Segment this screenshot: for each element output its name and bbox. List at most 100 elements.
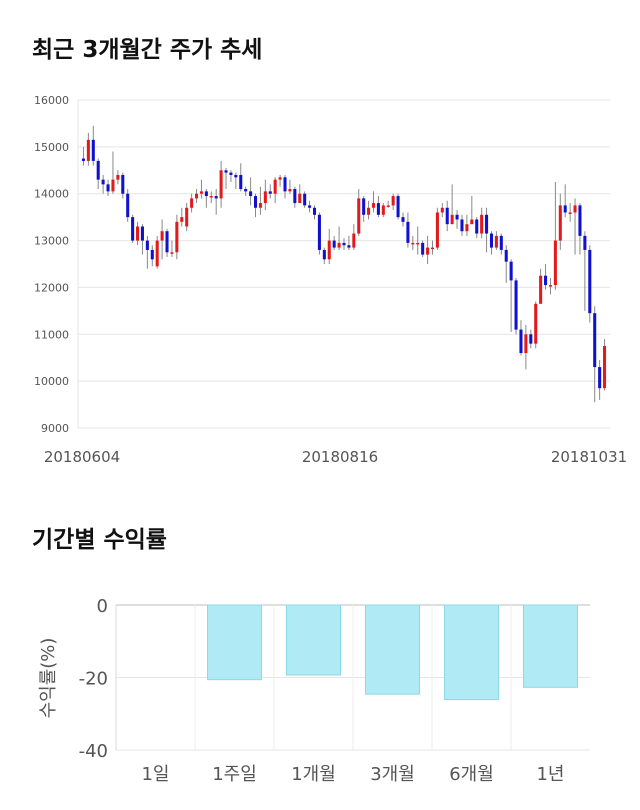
candle-body <box>126 193 130 218</box>
candle-body <box>376 203 380 215</box>
candle-body <box>524 334 528 354</box>
y-tick-label: 0 <box>97 596 108 617</box>
x-tick-label: 20180816 <box>302 448 378 466</box>
candle-body <box>106 184 110 192</box>
candle-body <box>317 214 321 250</box>
candle-body <box>504 249 508 262</box>
return-bar <box>286 604 341 676</box>
candle-body <box>514 280 518 330</box>
candle-body <box>180 217 184 222</box>
y-tick-label: 15000 <box>34 141 69 154</box>
candle-body <box>145 240 149 250</box>
candle-body <box>140 226 144 241</box>
candle-body <box>553 240 557 286</box>
candle-body <box>303 193 307 206</box>
candle-body <box>548 285 552 287</box>
return-bar <box>444 604 499 701</box>
candle-body <box>312 207 317 215</box>
candle-body <box>578 205 582 236</box>
candle-body <box>519 329 523 354</box>
candle-body <box>603 346 607 389</box>
candle-body <box>81 158 85 161</box>
candle-body <box>406 221 410 243</box>
candle-body <box>342 242 346 246</box>
price-trend-title: 최근 3개월간 주가 추세 <box>32 37 263 63</box>
candle-body <box>91 139 95 161</box>
candle-body <box>332 240 336 248</box>
candle-body <box>475 219 479 234</box>
candle-body <box>450 214 454 225</box>
candle-body <box>430 247 435 250</box>
candle-body <box>155 240 159 267</box>
candle-body <box>288 189 292 192</box>
candle-body <box>426 247 430 255</box>
candle-body <box>121 174 125 194</box>
candle-body <box>416 242 420 245</box>
y-axis-title: 수익률(%) <box>38 638 59 719</box>
candle-body <box>396 196 400 218</box>
candle-body <box>175 221 179 253</box>
candle-body <box>253 196 258 208</box>
candle-body <box>489 233 494 248</box>
candle-body <box>150 249 154 260</box>
candle-body <box>283 177 287 192</box>
candle-body <box>327 240 331 260</box>
candle-body <box>219 170 223 199</box>
candle-body <box>322 249 326 260</box>
candle-body <box>421 242 425 255</box>
candle-body <box>588 249 592 314</box>
candle-body <box>268 191 272 194</box>
y-tick-label: -20 <box>79 669 108 690</box>
candle-body <box>194 193 199 199</box>
x-category-label: 1년 <box>536 764 564 785</box>
candle-body <box>86 139 90 161</box>
y-tick-label: 10000 <box>34 375 69 388</box>
candle-body <box>278 177 282 180</box>
returns-title: 기간별 수익률 <box>32 527 167 553</box>
candle-body <box>386 205 390 207</box>
candle-body <box>558 205 562 241</box>
x-category-label: 1개월 <box>291 764 336 785</box>
y-tick-label: -40 <box>79 741 108 762</box>
y-tick-label: 12000 <box>34 281 69 294</box>
candle-body <box>583 235 587 250</box>
candle-body <box>308 205 312 208</box>
candle-body <box>96 160 100 180</box>
candle-body <box>460 219 464 232</box>
price-trend-chart: 16000 15000 14000 13000 12000 11000 10000 9000 2… <box>34 94 627 466</box>
candle-body <box>204 191 208 197</box>
candle-body <box>293 189 297 204</box>
candle-body <box>337 242 341 248</box>
candle-body <box>298 193 302 204</box>
y-tick-label: 9000 <box>41 422 69 435</box>
candle-body <box>249 191 253 197</box>
candle-body <box>199 191 203 194</box>
candle-body <box>160 231 164 241</box>
return-bar <box>365 604 420 695</box>
candle-body <box>573 205 577 213</box>
candle-body <box>544 275 548 286</box>
candle-body <box>111 179 115 192</box>
return-bar <box>207 604 262 681</box>
candle-body <box>101 179 105 185</box>
candle-body <box>367 207 371 215</box>
y-tick-label: 16000 <box>34 94 69 107</box>
candle-body <box>229 172 233 175</box>
candle-body <box>529 334 533 344</box>
candle-body <box>234 174 238 178</box>
y-tick-label: 13000 <box>34 235 69 248</box>
candle-body <box>239 174 243 190</box>
x-category-label: 3개월 <box>370 764 415 785</box>
candle-body <box>224 170 228 173</box>
candle-body <box>263 191 267 204</box>
candle-body <box>494 235 498 248</box>
x-category-label: 1일 <box>141 764 169 785</box>
candle-body <box>258 203 262 208</box>
y-tick-label: 11000 <box>34 328 69 341</box>
candle-body <box>563 205 567 213</box>
x-tick-label: 20181031 <box>551 448 627 466</box>
candle-body <box>485 214 489 234</box>
candle-body <box>499 235 503 250</box>
candle-body <box>435 212 439 248</box>
